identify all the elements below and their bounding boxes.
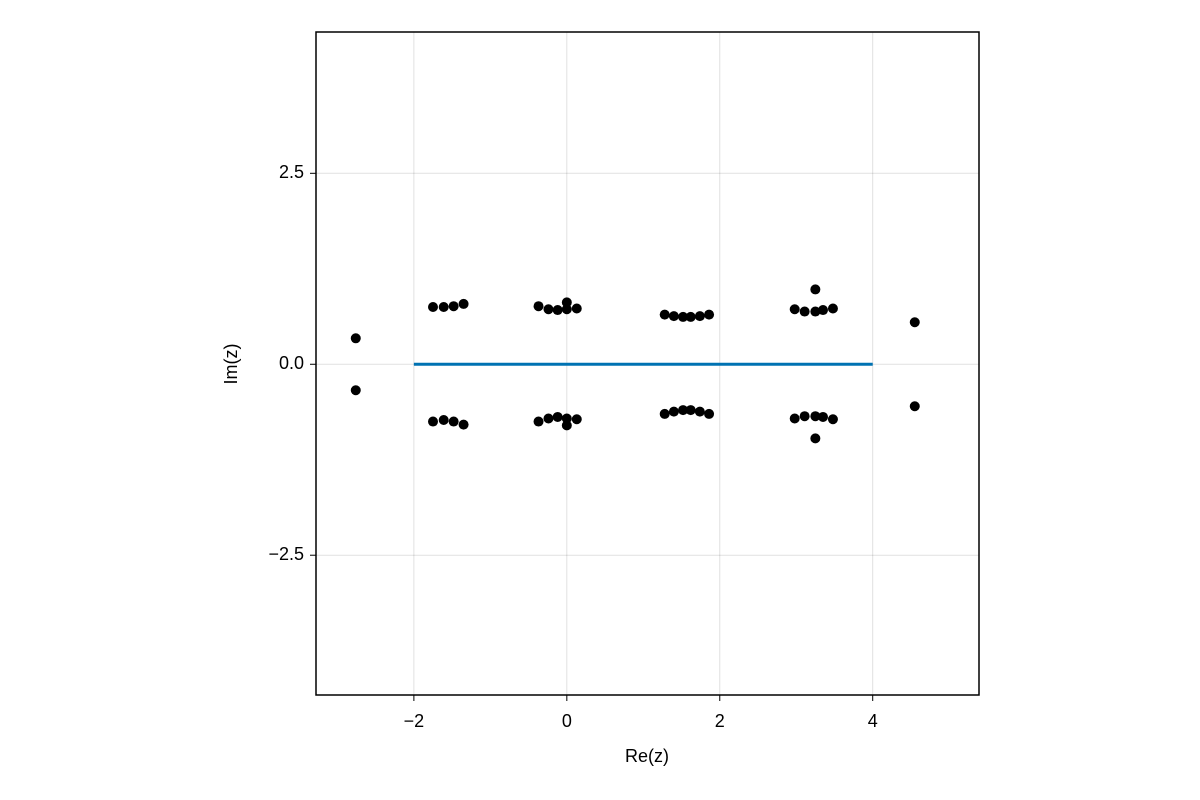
plot-frame <box>315 31 980 696</box>
point <box>685 405 696 416</box>
point <box>668 311 679 322</box>
point <box>428 416 438 427</box>
point <box>533 416 544 427</box>
x-tick-label: 0 <box>562 711 572 731</box>
point <box>685 311 696 322</box>
point <box>543 413 554 424</box>
point <box>438 301 449 312</box>
point <box>448 416 459 427</box>
point <box>350 333 361 344</box>
point <box>552 411 563 422</box>
point <box>428 301 438 312</box>
point <box>438 415 449 426</box>
point <box>659 408 670 419</box>
point <box>659 309 670 320</box>
x-axis-label: Re(z) <box>625 746 669 766</box>
point <box>678 405 689 416</box>
point <box>552 305 563 316</box>
point <box>818 305 828 316</box>
point <box>561 420 572 431</box>
point <box>799 306 810 317</box>
point <box>678 311 689 322</box>
point <box>571 303 582 314</box>
point <box>799 411 810 422</box>
y-tick-label: 0.0 <box>279 353 304 373</box>
point <box>909 317 920 328</box>
point <box>789 304 800 315</box>
point <box>810 306 821 317</box>
point <box>909 401 920 412</box>
point <box>448 301 459 312</box>
point <box>810 433 821 444</box>
y-axis-label: Im(z) <box>221 344 241 385</box>
point <box>789 413 800 424</box>
point <box>694 311 705 322</box>
point <box>350 385 361 396</box>
point <box>704 408 715 419</box>
point <box>694 406 705 417</box>
x-tick-label: 4 <box>868 711 878 731</box>
point <box>810 284 821 295</box>
y-tick-label: −2.5 <box>268 544 304 564</box>
point <box>818 411 828 422</box>
x-tick-label: −2 <box>404 711 425 731</box>
point <box>827 414 838 425</box>
point <box>458 298 469 309</box>
point <box>561 304 572 315</box>
point <box>458 419 469 430</box>
point <box>810 411 821 422</box>
point <box>561 413 572 424</box>
point <box>543 304 554 315</box>
point <box>704 309 715 320</box>
y-tick-label: 2.5 <box>279 162 304 182</box>
point <box>571 414 582 425</box>
point <box>668 406 679 417</box>
point <box>561 297 572 308</box>
point <box>533 301 544 312</box>
point <box>827 303 838 314</box>
x-tick-label: 2 <box>715 711 725 731</box>
